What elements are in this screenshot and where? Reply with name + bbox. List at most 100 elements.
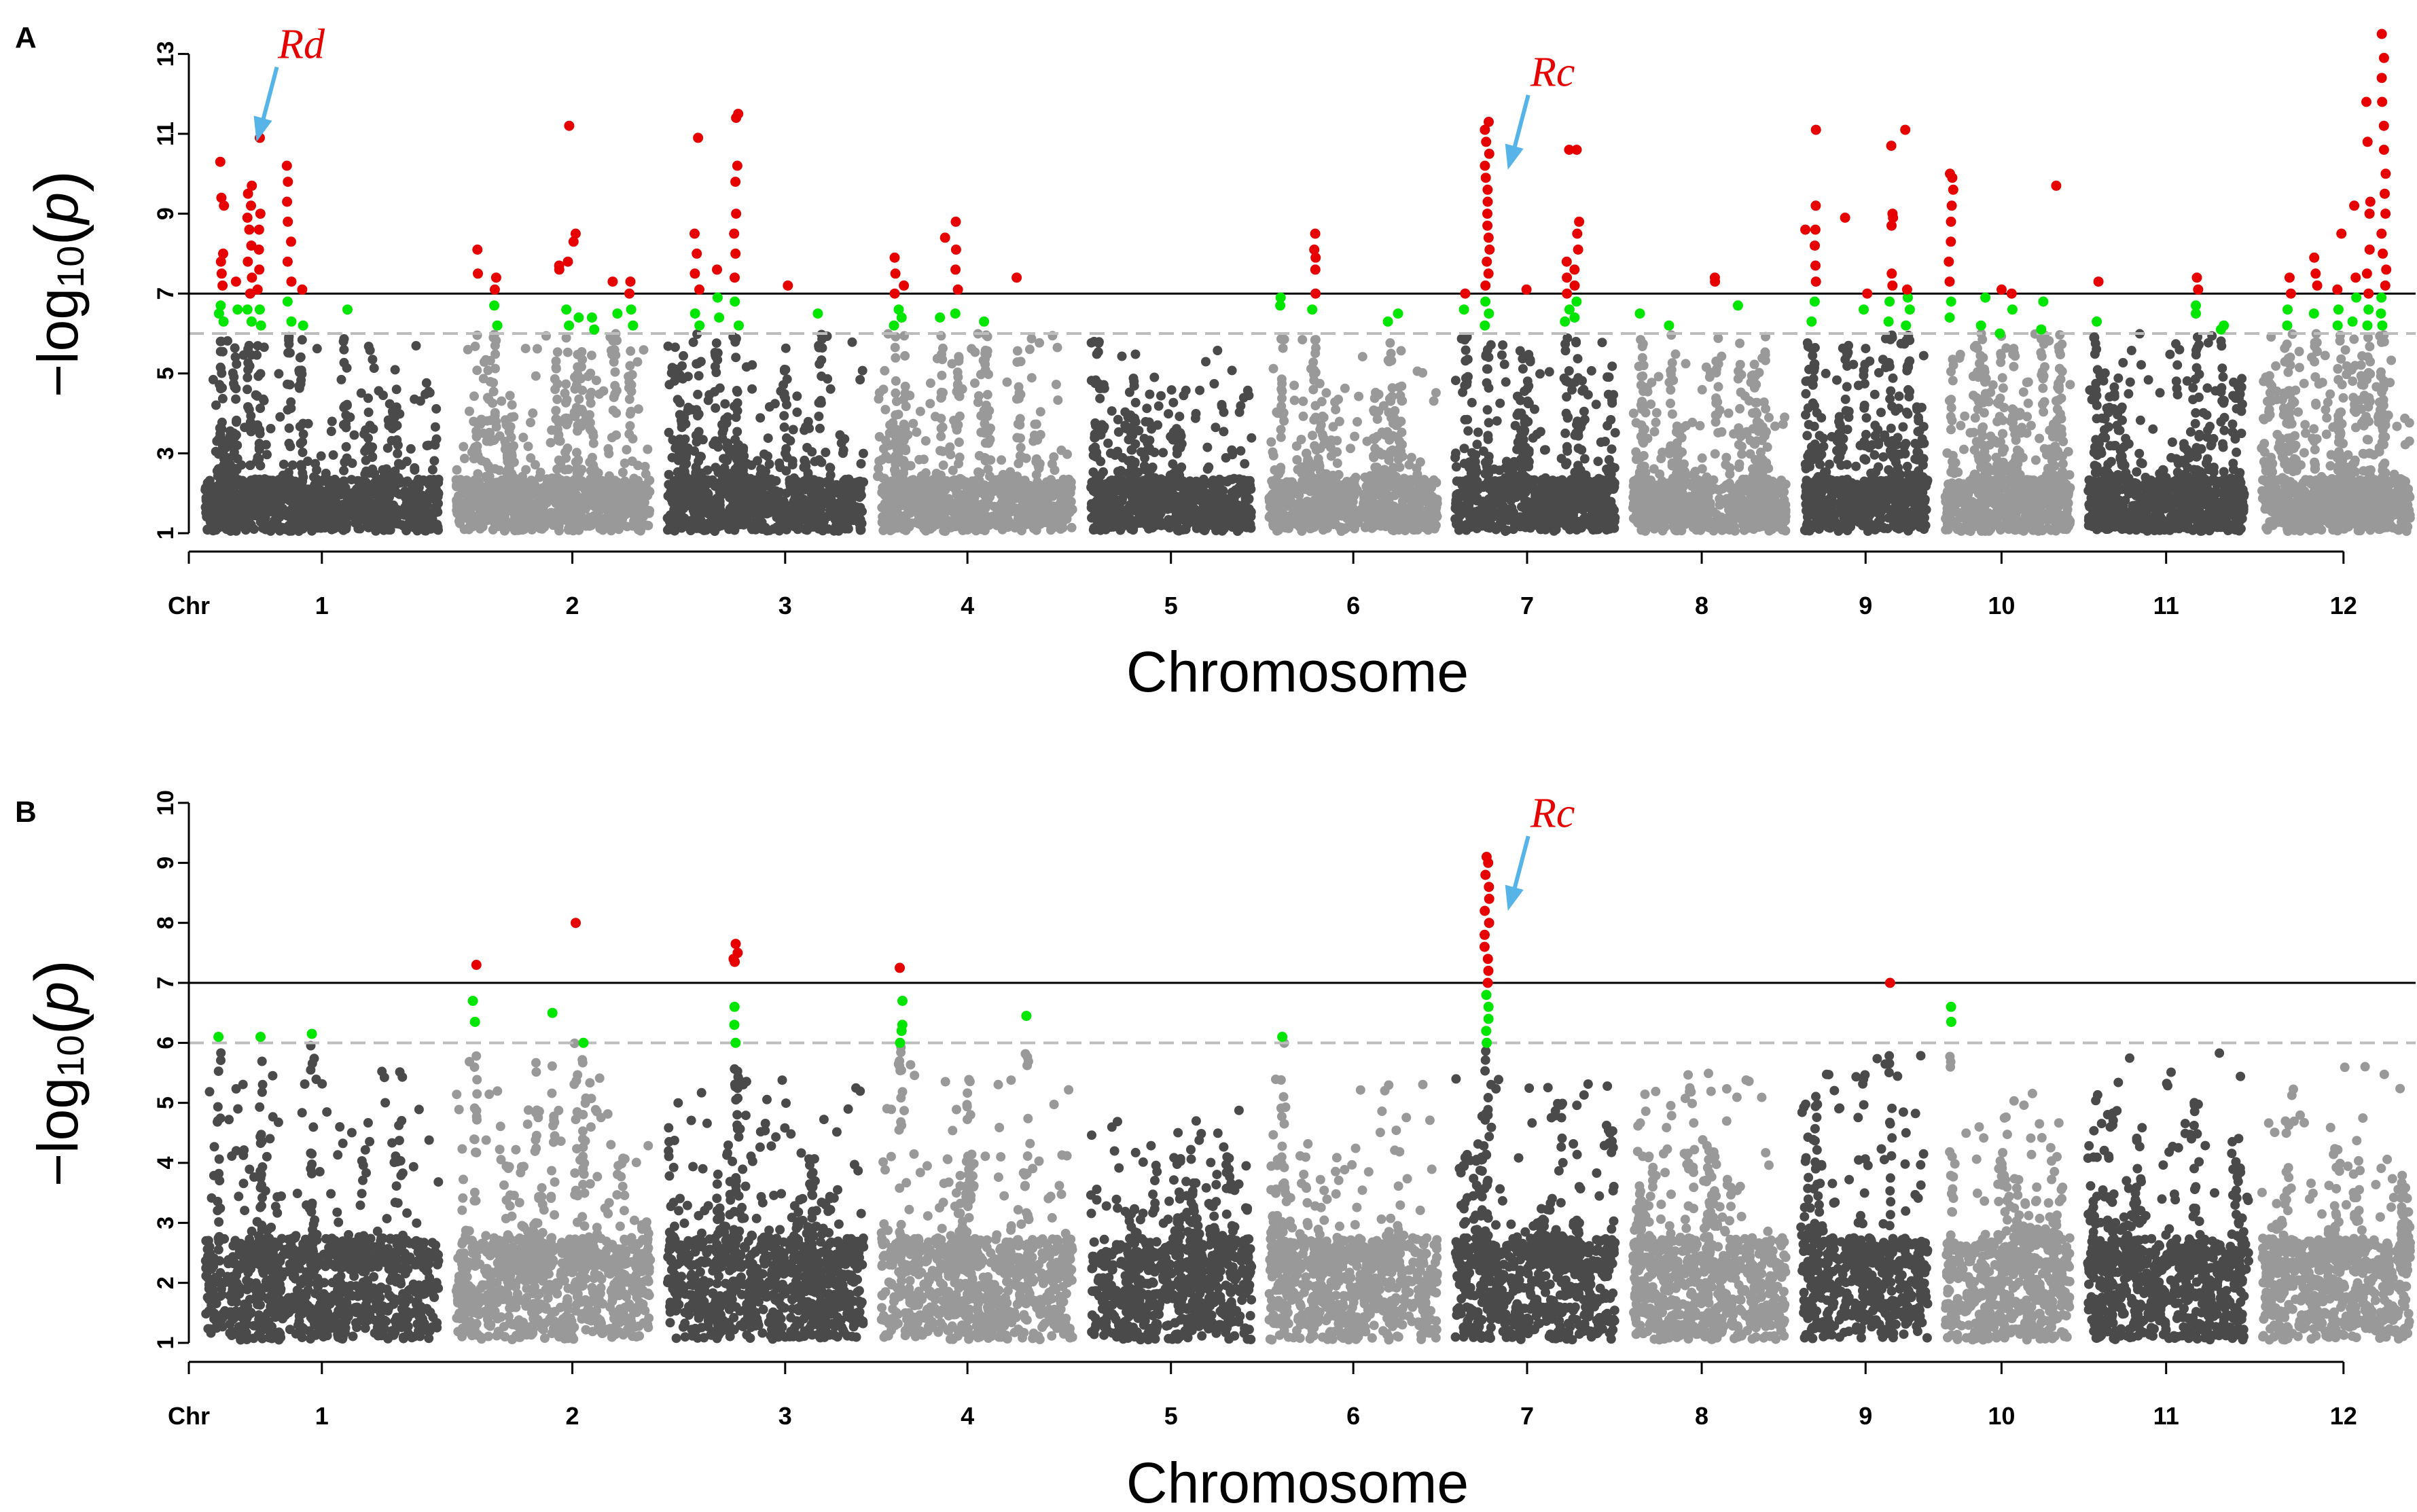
snp-point (1410, 509, 1420, 520)
snp-point (1321, 469, 1331, 479)
snp-point (501, 420, 512, 430)
snp-point (1067, 522, 1077, 533)
snp-point (1227, 365, 1237, 376)
snp-point (243, 384, 252, 395)
snp-point (1095, 393, 1105, 403)
snp-point (968, 507, 978, 517)
snp-point (1323, 516, 1333, 526)
snp-point (788, 425, 798, 435)
snp-point (666, 368, 677, 378)
snp-point (497, 475, 507, 485)
snp-point (243, 522, 253, 533)
snp-point (629, 473, 639, 484)
snp-point (312, 344, 322, 354)
snp-point (594, 490, 604, 500)
snp-point (702, 489, 713, 499)
snp-point (1166, 431, 1176, 442)
snp-point (390, 365, 400, 375)
snp-point (715, 492, 725, 502)
snp-point (286, 513, 296, 523)
snp-point (821, 492, 831, 503)
snp-point (1050, 479, 1059, 489)
snp-point (531, 460, 540, 470)
snp-point (1174, 472, 1184, 482)
snp-point (778, 498, 788, 508)
snp-point (1388, 464, 1398, 474)
snp-point (1297, 468, 1307, 478)
snp-point (368, 480, 378, 490)
snp-point (550, 474, 560, 484)
snp-point (1016, 522, 1026, 533)
snp-point (781, 488, 791, 499)
snp-point (836, 438, 846, 448)
snp-point (681, 452, 691, 463)
snp-point (211, 446, 221, 456)
snp-point (955, 473, 965, 484)
snp-point (430, 521, 440, 531)
snp-point (1160, 484, 1170, 494)
snp-point (431, 434, 442, 444)
snp-point (857, 365, 867, 376)
snp-point (1117, 522, 1127, 533)
snp-point (1198, 504, 1207, 514)
snp-point (835, 430, 845, 440)
snp-point (1225, 502, 1234, 512)
snp-point (747, 502, 757, 512)
snp-point (814, 412, 824, 421)
snp-point (392, 505, 402, 515)
snp-point (1297, 335, 1308, 345)
snp-point (384, 492, 394, 502)
snp-point (1349, 490, 1359, 501)
snp-point (326, 427, 336, 436)
snp-point (1369, 522, 1379, 532)
snp-point (1177, 504, 1187, 514)
snp-point (1357, 352, 1367, 362)
snp-point (666, 494, 677, 505)
snp-point (1201, 357, 1211, 367)
snp-point (363, 493, 373, 503)
snp-point (1227, 474, 1237, 484)
snp-point (1334, 416, 1344, 427)
snp-point (932, 472, 942, 482)
snp-point (1096, 503, 1107, 514)
snp-point (467, 521, 477, 531)
snp-point (1096, 422, 1106, 432)
snp-point (847, 337, 857, 347)
snp-point (1268, 363, 1278, 374)
snp-point (1134, 498, 1144, 508)
snp-point (1217, 399, 1227, 410)
snp-point (369, 509, 379, 519)
snp-point (738, 520, 749, 530)
snp-point (1388, 514, 1398, 524)
snp-point (394, 519, 404, 529)
snp-point (855, 375, 865, 384)
snp-point (754, 521, 764, 531)
snp-point (1421, 508, 1431, 518)
snp-point (1090, 487, 1100, 497)
snp-point (568, 522, 578, 532)
snp-point (219, 519, 229, 529)
snp-point (574, 394, 584, 404)
snp-point (639, 345, 649, 355)
snp-point (391, 384, 401, 395)
snp-point (1240, 458, 1250, 469)
snp-point (1326, 435, 1336, 445)
snp-point (497, 494, 507, 504)
snp-point (402, 476, 412, 486)
snp-point (1120, 420, 1130, 431)
snp-point (210, 518, 220, 528)
snp-point (921, 476, 931, 486)
snp-point (1406, 452, 1416, 463)
snp-point (230, 494, 240, 504)
snp-point (1298, 396, 1308, 406)
snp-point (465, 479, 476, 489)
snp-point (1296, 435, 1306, 444)
snp-point (204, 475, 215, 486)
snp-point (1035, 480, 1044, 490)
snp-point (455, 475, 465, 485)
snp-point (1051, 380, 1061, 389)
snp-point (640, 461, 650, 471)
snp-point (747, 384, 757, 394)
snp-point (572, 492, 582, 503)
snp-point (1117, 496, 1127, 506)
